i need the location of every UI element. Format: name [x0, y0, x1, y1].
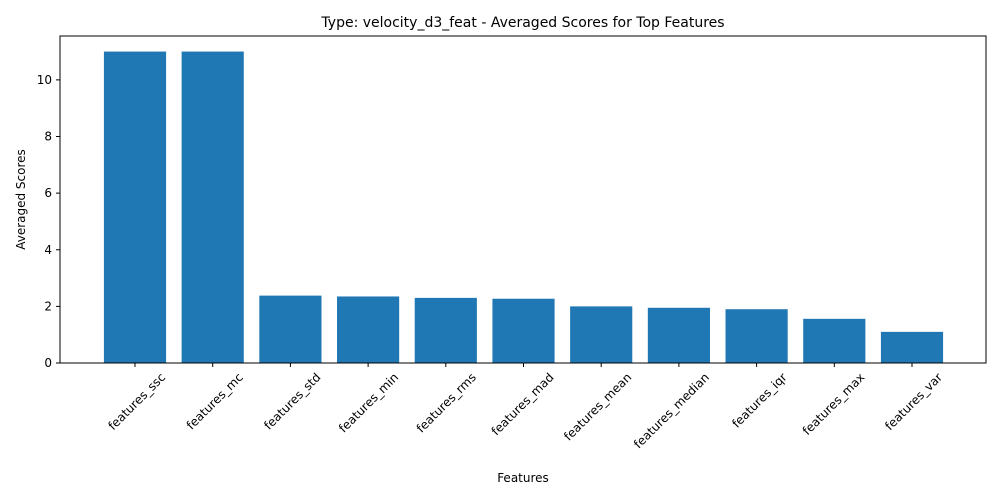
x-tick-label: features_std	[261, 370, 323, 432]
bar-features-ssc	[103, 51, 167, 363]
bar-features-min	[337, 296, 400, 363]
x-tick-label: features_mc	[184, 370, 246, 432]
bar-features-mc	[181, 51, 244, 363]
bars-group	[103, 51, 944, 363]
bar-features-mean	[570, 306, 633, 363]
x-tick-label: features_mad	[489, 370, 557, 438]
x-axis-label: Features	[497, 471, 549, 485]
x-tick-label: features_mean	[561, 370, 634, 443]
x-tick-label: features_median	[631, 370, 712, 451]
bar-features-std	[259, 295, 322, 363]
y-tick-label: 8	[44, 130, 52, 144]
y-tick-label: 4	[44, 243, 52, 257]
bar-features-mad	[492, 298, 555, 363]
y-tick-label: 6	[44, 186, 52, 200]
x-tick-label: features_rms	[414, 370, 479, 435]
bar-features-rms	[414, 297, 477, 363]
bar-features-max	[803, 318, 866, 363]
bar-features-var	[880, 331, 944, 363]
chart-title: Type: velocity_d3_feat - Averaged Scores…	[320, 15, 724, 31]
bar-features-iqr	[725, 309, 788, 363]
x-tick-label: features_min	[336, 370, 401, 435]
bar-features-median	[647, 307, 710, 363]
y-axis-ticks: 0 2 4 6 8 10	[37, 73, 60, 370]
y-axis-label: Averaged Scores	[14, 149, 28, 250]
plot-frame	[59, 35, 987, 364]
y-tick-label: 0	[44, 356, 52, 370]
y-tick-label: 2	[44, 299, 52, 313]
x-tick-label: features_iqr	[729, 370, 789, 430]
x-tick-label: features_max	[800, 370, 868, 438]
x-tick-label: features_var	[882, 370, 945, 433]
x-tick-label: features_ssc	[105, 370, 168, 433]
x-axis-ticks: features_ssc features_mc features_std featu…	[105, 363, 945, 451]
y-tick-label: 10	[37, 73, 52, 87]
